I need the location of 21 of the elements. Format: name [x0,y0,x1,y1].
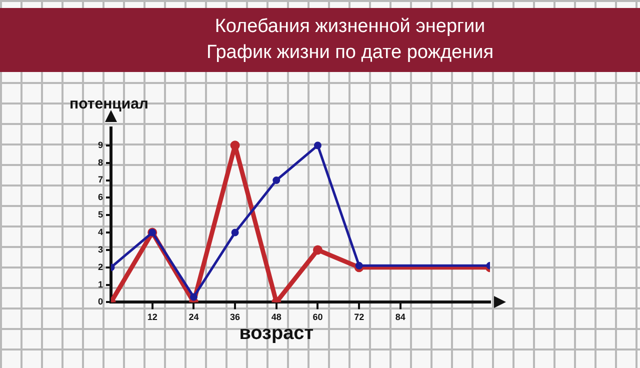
y-tick-label: 8 [98,157,104,168]
y-tick-label: 3 [98,244,104,254]
y-tick-label: 9 [98,140,104,150]
y-tick-label: 2 [98,262,104,272]
y-tick-label: 4 [98,227,104,238]
y-tick-label: 0 [98,296,104,307]
chart-title: Колебания жизненной энергии [214,15,486,39]
x-tick-label: 72 [354,312,364,322]
x-tick-label: 60 [312,312,323,322]
chart-subtitle: График жизни по дате рождения [206,41,494,65]
y-tick-label: 6 [98,192,104,202]
x-tick-label: 12 [147,312,158,322]
y-tick-label: 5 [98,210,104,220]
y-axis-title: потенциал [70,96,148,113]
y-tick-label: 7 [98,174,104,185]
x-axis-title: возраст [239,322,314,344]
x-tick-label: 48 [271,312,282,322]
x-tick-label: 36 [230,312,240,322]
x-tick-label: 84 [395,312,406,322]
x-tick-label: 24 [188,312,199,322]
y-tick-label: 1 [98,279,104,290]
